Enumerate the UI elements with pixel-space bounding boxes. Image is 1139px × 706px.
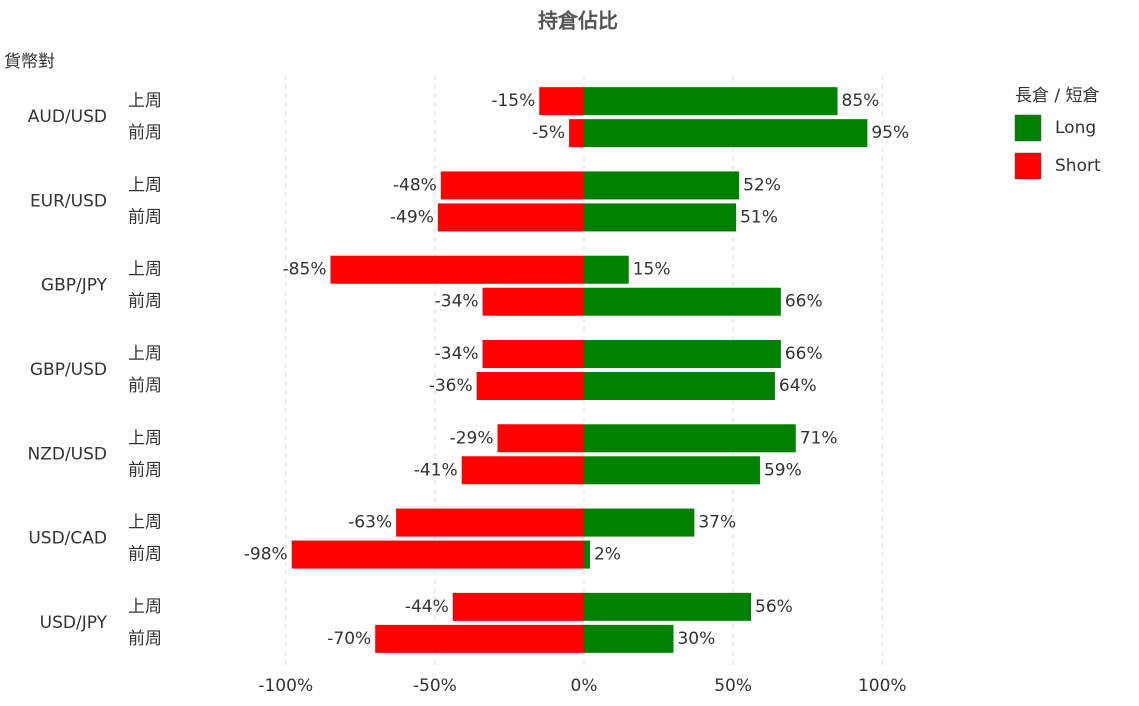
data-label: 66% xyxy=(785,344,823,364)
data-label: -29% xyxy=(450,428,494,448)
data-label: 85% xyxy=(842,91,880,111)
bar xyxy=(584,87,838,116)
x-tick-label: 0% xyxy=(571,676,598,696)
data-label: -15% xyxy=(491,91,535,111)
y-subtick-label: 上周 xyxy=(128,175,162,195)
data-label: 2% xyxy=(594,545,621,565)
y-tick-label: AUD/USD xyxy=(28,107,107,127)
bar xyxy=(440,171,584,200)
y-subtick-label: 前周 xyxy=(128,123,162,143)
x-tick-label: -50% xyxy=(413,676,457,696)
y-subtick-label: 上周 xyxy=(128,260,162,280)
bar xyxy=(461,456,584,485)
data-label: 56% xyxy=(755,597,793,617)
y-axis-title: 貨幣對 xyxy=(4,52,55,72)
legend-swatch xyxy=(1014,114,1042,142)
chart-title: 持倉佔比 xyxy=(538,9,618,33)
data-label: -63% xyxy=(348,513,392,533)
bar xyxy=(584,287,781,316)
bar xyxy=(584,255,629,284)
data-label: 64% xyxy=(779,376,817,396)
bar xyxy=(569,119,584,148)
legend-swatch xyxy=(1014,152,1042,180)
bar xyxy=(584,456,760,485)
bar xyxy=(584,540,590,569)
bar xyxy=(584,119,868,148)
data-label: 59% xyxy=(764,460,802,480)
data-label: 66% xyxy=(785,292,823,312)
data-label: -48% xyxy=(393,175,437,195)
y-tick-label: GBP/JPY xyxy=(41,276,108,296)
bar xyxy=(482,287,584,316)
legend-title: 長倉 / 短倉 xyxy=(1015,86,1100,106)
data-label: -85% xyxy=(283,260,327,280)
y-tick-label: GBP/USD xyxy=(30,360,107,380)
bar xyxy=(476,372,584,400)
data-label: -41% xyxy=(414,460,458,480)
bar xyxy=(437,203,584,232)
data-label: 37% xyxy=(698,513,736,533)
bar xyxy=(584,592,752,621)
y-subtick-label: 前周 xyxy=(128,545,162,565)
y-tick-label: USD/CAD xyxy=(28,529,107,549)
data-label: 52% xyxy=(743,175,781,195)
y-subtick-label: 上周 xyxy=(128,597,162,617)
data-label: -49% xyxy=(390,207,434,227)
data-label: 95% xyxy=(871,123,909,143)
bar xyxy=(584,508,695,537)
y-subtick-label: 上周 xyxy=(128,428,162,448)
bar xyxy=(330,255,584,284)
data-label: -98% xyxy=(244,545,288,565)
x-tick-label: 50% xyxy=(714,676,752,696)
y-subtick-label: 前周 xyxy=(128,460,162,480)
bar xyxy=(396,508,584,537)
data-label: 15% xyxy=(633,260,671,280)
y-tick-label: NZD/USD xyxy=(27,444,107,464)
y-subtick-label: 上周 xyxy=(128,513,162,533)
x-tick-label: -100% xyxy=(258,676,313,696)
y-subtick-label: 上周 xyxy=(128,91,162,111)
data-label: 51% xyxy=(740,207,778,227)
data-label: -5% xyxy=(532,123,565,143)
legend-label: Long xyxy=(1055,118,1096,138)
bar xyxy=(452,592,584,621)
data-label: -34% xyxy=(435,292,479,312)
data-label: -44% xyxy=(405,597,449,617)
bar xyxy=(497,424,584,453)
y-subtick-label: 上周 xyxy=(128,344,162,364)
bar xyxy=(584,424,796,453)
data-label: -70% xyxy=(327,629,371,649)
bar xyxy=(584,340,781,368)
bar xyxy=(584,203,737,232)
data-label: 71% xyxy=(800,428,838,448)
data-label: 30% xyxy=(677,629,715,649)
y-tick-label: USD/JPY xyxy=(40,613,108,633)
y-subtick-label: 前周 xyxy=(128,629,162,649)
bar xyxy=(375,624,584,653)
legend-label: Short xyxy=(1055,156,1101,176)
x-tick-label: 100% xyxy=(858,676,907,696)
bar xyxy=(584,171,740,200)
y-subtick-label: 前周 xyxy=(128,376,162,396)
y-subtick-label: 前周 xyxy=(128,207,162,227)
data-label: -34% xyxy=(435,344,479,364)
bar xyxy=(291,540,584,569)
y-tick-label: EUR/USD xyxy=(30,191,107,211)
bar xyxy=(584,372,775,400)
bar xyxy=(482,340,584,368)
bar xyxy=(584,624,674,653)
bar xyxy=(539,87,584,116)
y-subtick-label: 前周 xyxy=(128,292,162,312)
data-label: -36% xyxy=(429,376,473,396)
